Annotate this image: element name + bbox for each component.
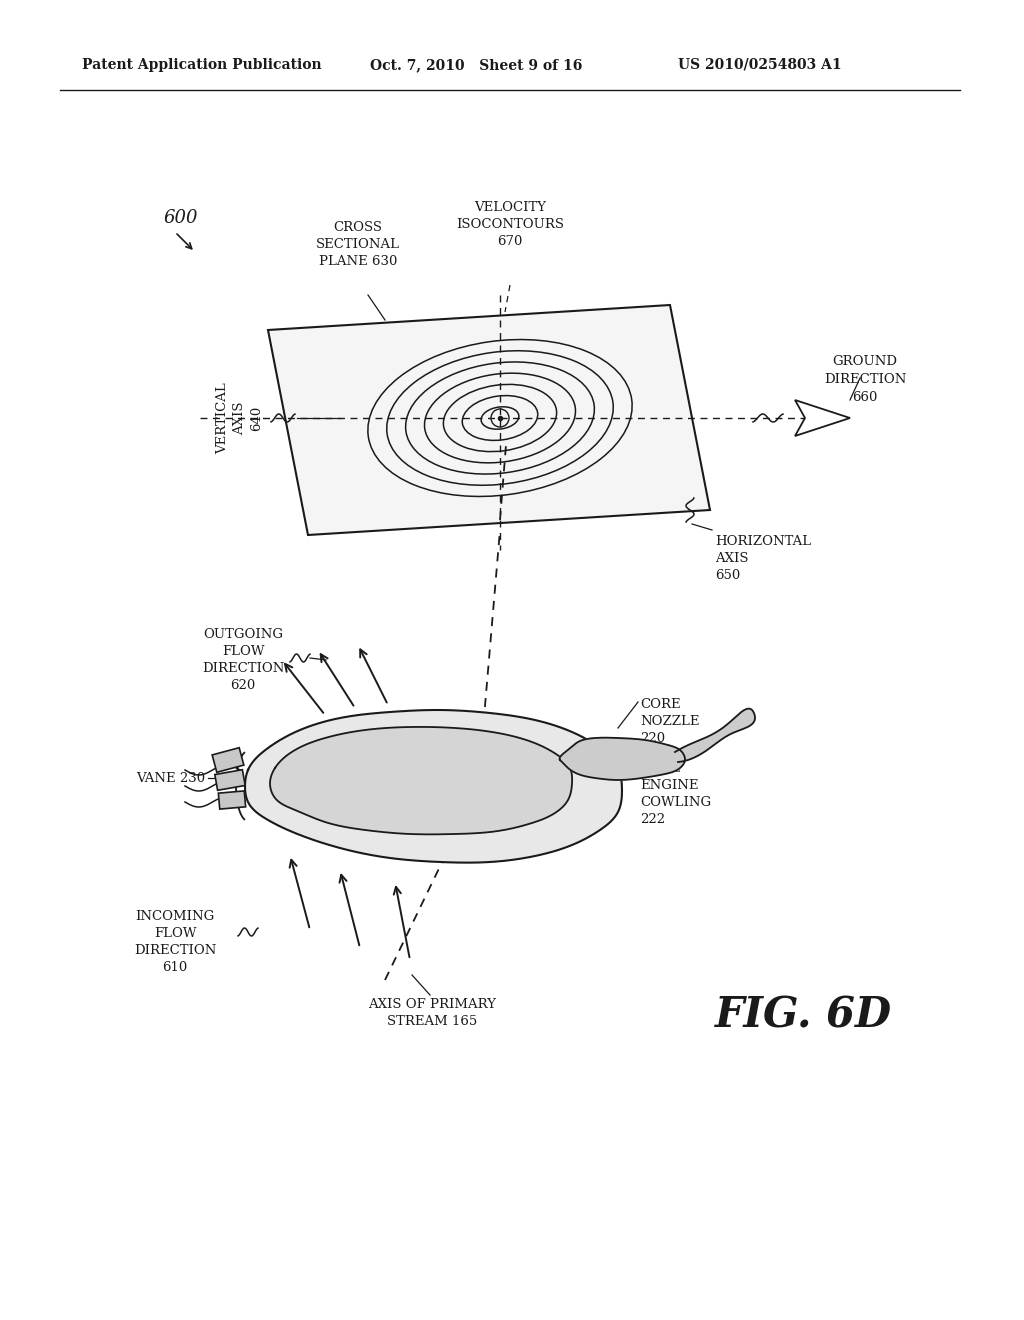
Text: CORE
ENGINE
COWLING
222: CORE ENGINE COWLING 222 bbox=[640, 762, 711, 826]
Text: VANE 230: VANE 230 bbox=[136, 771, 205, 784]
Polygon shape bbox=[559, 738, 685, 780]
Text: VERTICAL
AXIS
640: VERTICAL AXIS 640 bbox=[216, 381, 263, 454]
Text: Patent Application Publication: Patent Application Publication bbox=[82, 58, 322, 73]
Text: GROUND
DIRECTION
660: GROUND DIRECTION 660 bbox=[824, 355, 906, 404]
Text: CROSS
SECTIONAL
PLANE 630: CROSS SECTIONAL PLANE 630 bbox=[316, 220, 400, 268]
Text: US 2010/0254803 A1: US 2010/0254803 A1 bbox=[678, 58, 842, 73]
Polygon shape bbox=[268, 305, 710, 535]
Polygon shape bbox=[675, 709, 755, 762]
Polygon shape bbox=[270, 727, 572, 834]
Text: 600: 600 bbox=[163, 209, 198, 227]
Polygon shape bbox=[215, 770, 245, 791]
Polygon shape bbox=[795, 400, 850, 436]
Polygon shape bbox=[218, 791, 246, 809]
Text: INCOMING
FLOW
DIRECTION
610: INCOMING FLOW DIRECTION 610 bbox=[134, 909, 216, 974]
Text: Oct. 7, 2010   Sheet 9 of 16: Oct. 7, 2010 Sheet 9 of 16 bbox=[370, 58, 583, 73]
Polygon shape bbox=[212, 747, 244, 772]
Text: FIG. 6D: FIG. 6D bbox=[715, 994, 892, 1036]
Text: VELOCITY
ISOCONTOURS
670: VELOCITY ISOCONTOURS 670 bbox=[456, 201, 564, 248]
Polygon shape bbox=[245, 710, 622, 863]
Text: OUTGOING
FLOW
DIRECTION
620: OUTGOING FLOW DIRECTION 620 bbox=[202, 628, 285, 692]
Text: HORIZONTAL
AXIS
650: HORIZONTAL AXIS 650 bbox=[715, 535, 811, 582]
Text: AXIS OF PRIMARY
STREAM 165: AXIS OF PRIMARY STREAM 165 bbox=[368, 998, 496, 1028]
Text: CORE
NOZZLE
220: CORE NOZZLE 220 bbox=[640, 698, 699, 744]
